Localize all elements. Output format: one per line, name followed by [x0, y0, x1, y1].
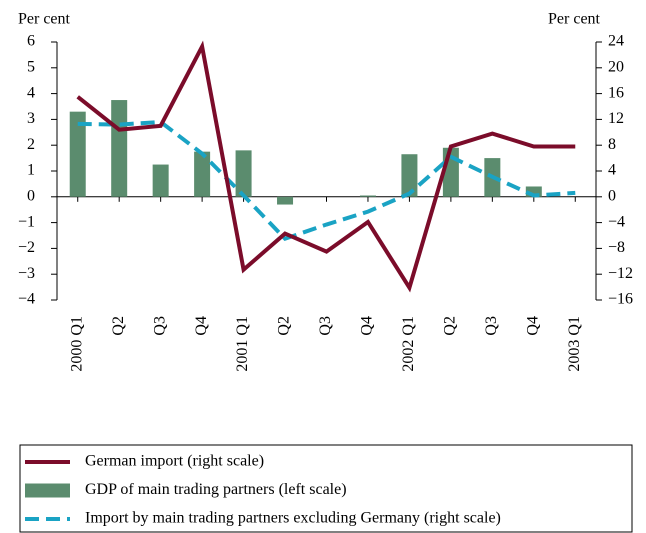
legend-box — [19, 444, 633, 533]
x-tick-label: 2000 Q1 — [68, 316, 85, 372]
y2-tick-label: 20 — [608, 58, 624, 75]
x-tick-label: Q2 — [110, 316, 127, 336]
y2-tick-label: −8 — [608, 239, 625, 256]
y2-tick-label: 24 — [608, 33, 624, 50]
y-tick-label: −2 — [18, 239, 35, 256]
line-series — [76, 40, 576, 293]
x-tick-label: Q4 — [524, 316, 541, 336]
legend-label: GDP of main trading partners (left scale… — [85, 481, 347, 498]
bar — [194, 151, 211, 197]
x-tick-label: 2001 Q1 — [234, 316, 251, 372]
y-tick-label: −1 — [18, 213, 35, 230]
y-tick-label: −4 — [18, 291, 35, 308]
y-tick-label: 4 — [27, 84, 35, 101]
x-tick-label: Q3 — [151, 316, 168, 336]
y2-axis-title: Per cent — [548, 11, 601, 28]
bar — [277, 196, 294, 205]
y2-tick-label: 12 — [608, 110, 624, 127]
y2-tick-label: 0 — [608, 187, 616, 204]
y-tick-label: 6 — [27, 33, 35, 50]
y-tick-label: 3 — [27, 110, 35, 127]
x-tick-label: Q2 — [276, 316, 293, 336]
legend-label: Import by main trading partners excludin… — [85, 510, 501, 527]
y2-tick-label: −12 — [608, 265, 633, 282]
x-tick-label: Q4 — [359, 316, 376, 336]
y2-tick-label: −16 — [608, 291, 633, 308]
y2-tick-label: 16 — [608, 84, 624, 101]
y-tick-label: 5 — [27, 58, 35, 75]
bar — [525, 186, 542, 197]
legend-label: German import (right scale) — [85, 453, 264, 470]
y-tick-label: 0 — [27, 187, 35, 204]
bar — [235, 150, 252, 197]
x-tick-label: Q2 — [442, 316, 459, 336]
bar — [111, 100, 128, 197]
x-tick-label: 2002 Q1 — [400, 316, 417, 372]
y2-tick-label: 8 — [608, 136, 616, 153]
y-axis-title: Per cent — [18, 11, 71, 28]
y2-tick-label: −4 — [608, 213, 625, 230]
x-tick-label: Q4 — [193, 316, 210, 336]
y-tick-label: −3 — [18, 265, 35, 282]
bar — [69, 111, 86, 197]
y-tick-label: 1 — [27, 162, 35, 179]
bar — [359, 195, 376, 197]
bar — [152, 164, 169, 197]
x-tick-label: 2003 Q1 — [566, 316, 583, 372]
bar — [401, 154, 418, 197]
x-tick-label: Q3 — [317, 316, 334, 336]
line-series — [77, 119, 576, 242]
x-tick-label: Q3 — [483, 316, 500, 336]
legend-swatch — [25, 483, 70, 498]
y2-tick-label: 4 — [608, 162, 616, 179]
y-tick-label: 2 — [27, 136, 35, 153]
